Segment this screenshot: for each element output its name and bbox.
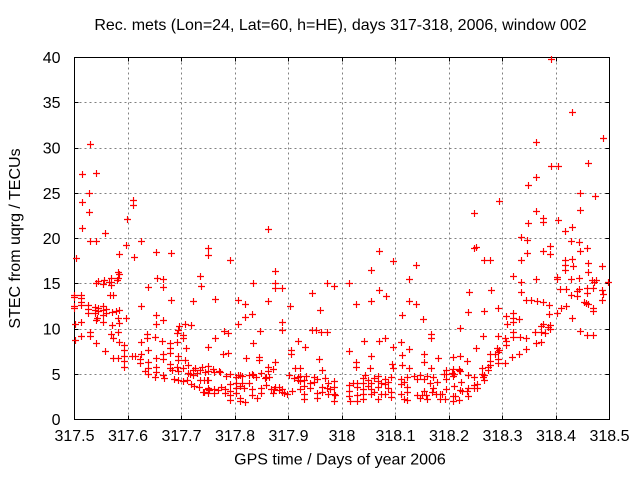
svg-text:318.5: 318.5: [589, 428, 629, 445]
svg-text:15: 15: [43, 276, 61, 293]
svg-text:318.2: 318.2: [429, 428, 469, 445]
svg-text:30: 30: [43, 141, 61, 158]
svg-text:317.8: 317.8: [215, 428, 255, 445]
svg-text:0: 0: [52, 412, 61, 429]
svg-text:318: 318: [329, 428, 356, 445]
svg-text:10: 10: [43, 322, 61, 339]
svg-text:318.4: 318.4: [536, 428, 576, 445]
svg-text:STEC from uqrg / TECUs: STEC from uqrg / TECUs: [7, 148, 24, 328]
svg-text:35: 35: [43, 95, 61, 112]
svg-text:25: 25: [43, 186, 61, 203]
svg-text:317.9: 317.9: [268, 428, 308, 445]
svg-text:317.7: 317.7: [161, 428, 201, 445]
svg-text:317.5: 317.5: [54, 428, 94, 445]
svg-text:5: 5: [52, 367, 61, 384]
svg-text:317.6: 317.6: [108, 428, 148, 445]
svg-text:20: 20: [43, 231, 61, 248]
svg-text:Rec. mets (Lon=24, Lat=60, h=H: Rec. mets (Lon=24, Lat=60, h=HE), days 3…: [94, 17, 586, 34]
svg-text:318.3: 318.3: [482, 428, 522, 445]
svg-text:318.1: 318.1: [375, 428, 415, 445]
svg-text:GPS time / Days of year 2006: GPS time / Days of year 2006: [234, 452, 446, 469]
svg-text:40: 40: [43, 50, 61, 67]
